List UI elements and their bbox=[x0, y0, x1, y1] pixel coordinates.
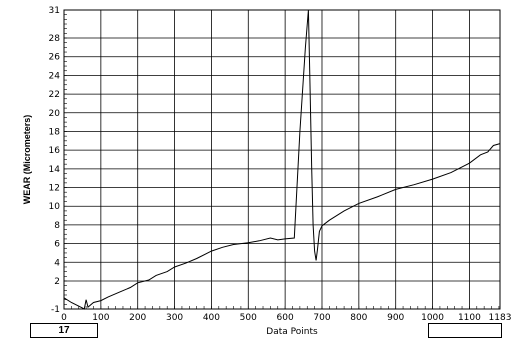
x-tick-label: 800 bbox=[350, 313, 367, 323]
x-tick-labels: 0 100 200 300 400 500 600 700 800 900 1000 1100 1183 bbox=[61, 313, 511, 323]
x-tick-label: 600 bbox=[277, 313, 294, 323]
wear-series-line bbox=[63, 9, 501, 310]
x-tick-label: 200 bbox=[129, 313, 146, 323]
y-tick-label: 10 bbox=[49, 202, 61, 212]
x-tick-label: 100 bbox=[92, 313, 109, 323]
data-point-count-box: 17 bbox=[30, 323, 98, 338]
x-axis-label: Data Points bbox=[266, 327, 318, 337]
y-tick-label: 20 bbox=[49, 109, 61, 119]
y-tick-label: 8 bbox=[54, 221, 60, 231]
value-readout-box bbox=[428, 323, 502, 338]
y-tick-label: 26 bbox=[49, 53, 61, 63]
y-axis-label: WEAR (Micrometers) bbox=[22, 115, 32, 205]
y-tick-label: 14 bbox=[49, 165, 61, 175]
x-tick-label: 1100 bbox=[458, 313, 481, 323]
minor-ticks bbox=[63, 9, 500, 310]
y-tick-label: 6 bbox=[54, 240, 60, 250]
x-tick-label: 700 bbox=[313, 313, 330, 323]
y-tick-label: 4 bbox=[54, 258, 60, 268]
y-tick-label: 31 bbox=[49, 6, 60, 16]
x-tick-label: 1000 bbox=[421, 313, 444, 323]
y-tick-label: 24 bbox=[49, 71, 61, 81]
x-tick-label: 1183 bbox=[489, 313, 512, 323]
x-tick-label: 500 bbox=[240, 313, 257, 323]
x-tick-label: 0 bbox=[61, 313, 67, 323]
y-tick-label: 2 bbox=[54, 277, 60, 287]
x-tick-label: 400 bbox=[203, 313, 220, 323]
x-tick-label: 300 bbox=[166, 313, 183, 323]
plot-area bbox=[63, 9, 501, 310]
y-tick-label: 22 bbox=[49, 90, 60, 100]
y-tick-label: -1 bbox=[51, 305, 60, 315]
grid-lines bbox=[64, 10, 500, 309]
y-tick-label: 18 bbox=[49, 127, 61, 137]
y-tick-label: 28 bbox=[49, 34, 61, 44]
y-tick-label: 12 bbox=[49, 184, 60, 194]
y-tick-label: 16 bbox=[49, 146, 61, 156]
x-tick-label: 900 bbox=[387, 313, 404, 323]
